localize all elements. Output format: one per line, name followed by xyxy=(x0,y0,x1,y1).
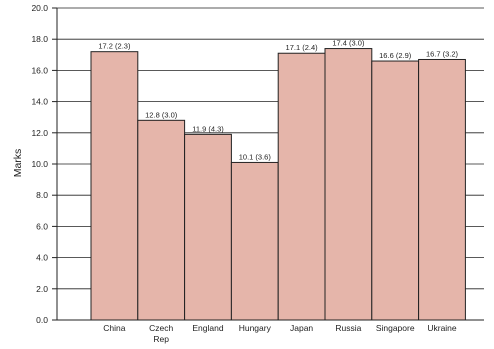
data-label: 11.9 (4.3) xyxy=(192,124,224,133)
category-label: England xyxy=(192,323,223,333)
y-tick-label: 10.0 xyxy=(31,159,48,169)
data-label: 16.6 (2.9) xyxy=(379,51,412,60)
bars xyxy=(90,48,466,321)
category-label: Singapore xyxy=(376,323,415,333)
data-label: 16.7 (3.2) xyxy=(426,49,459,58)
y-tick-label: 18.0 xyxy=(31,34,48,44)
data-label: 10.1 (3.6) xyxy=(239,152,272,161)
bar xyxy=(324,48,373,321)
data-label: 12.8 (3.0) xyxy=(145,110,178,119)
y-tick-label: 6.0 xyxy=(36,221,48,231)
category-label: Czech Rep xyxy=(149,323,173,344)
y-tick-label: 14.0 xyxy=(31,97,48,107)
y-axis-title: Marks xyxy=(12,149,24,178)
category-label: Russia xyxy=(335,323,361,333)
bar xyxy=(90,51,139,321)
bar xyxy=(277,52,326,321)
y-tick-label: 0.0 xyxy=(36,315,48,325)
bar xyxy=(371,60,420,321)
category-label: Ukraine xyxy=(427,323,457,333)
data-labels: 17.2 (2.3) 12.8 (3.0) 11.9 (4.3) 10.1 (3.6)… xyxy=(98,39,458,162)
y-tick-label: 20.0 xyxy=(31,3,48,13)
data-label: 17.1 (2.4) xyxy=(286,43,319,52)
y-tick-label: 8.0 xyxy=(36,190,48,200)
y-tick-label: 4.0 xyxy=(36,253,48,263)
x-tick-labels: China Czech Rep England Hungary Japan Russia Si… xyxy=(103,323,457,344)
data-label: 17.4 (3.0) xyxy=(332,39,365,48)
data-label: 17.2 (2.3) xyxy=(98,42,131,51)
y-tick-label: 16.0 xyxy=(31,65,48,75)
category-label: Hungary xyxy=(239,323,272,333)
category-label: China xyxy=(103,323,125,333)
category-label: Japan xyxy=(290,323,313,333)
y-tick-label: 12.0 xyxy=(31,128,48,138)
y-tick-labels: 0.0 2.0 4.0 6.0 8.0 10.0 12.0 14.0 16.0 18.0 20.0 xyxy=(31,3,57,325)
bar xyxy=(418,58,466,321)
bar xyxy=(184,133,232,321)
y-tick-label: 2.0 xyxy=(36,284,48,294)
bar xyxy=(137,119,186,321)
bar xyxy=(230,161,279,321)
